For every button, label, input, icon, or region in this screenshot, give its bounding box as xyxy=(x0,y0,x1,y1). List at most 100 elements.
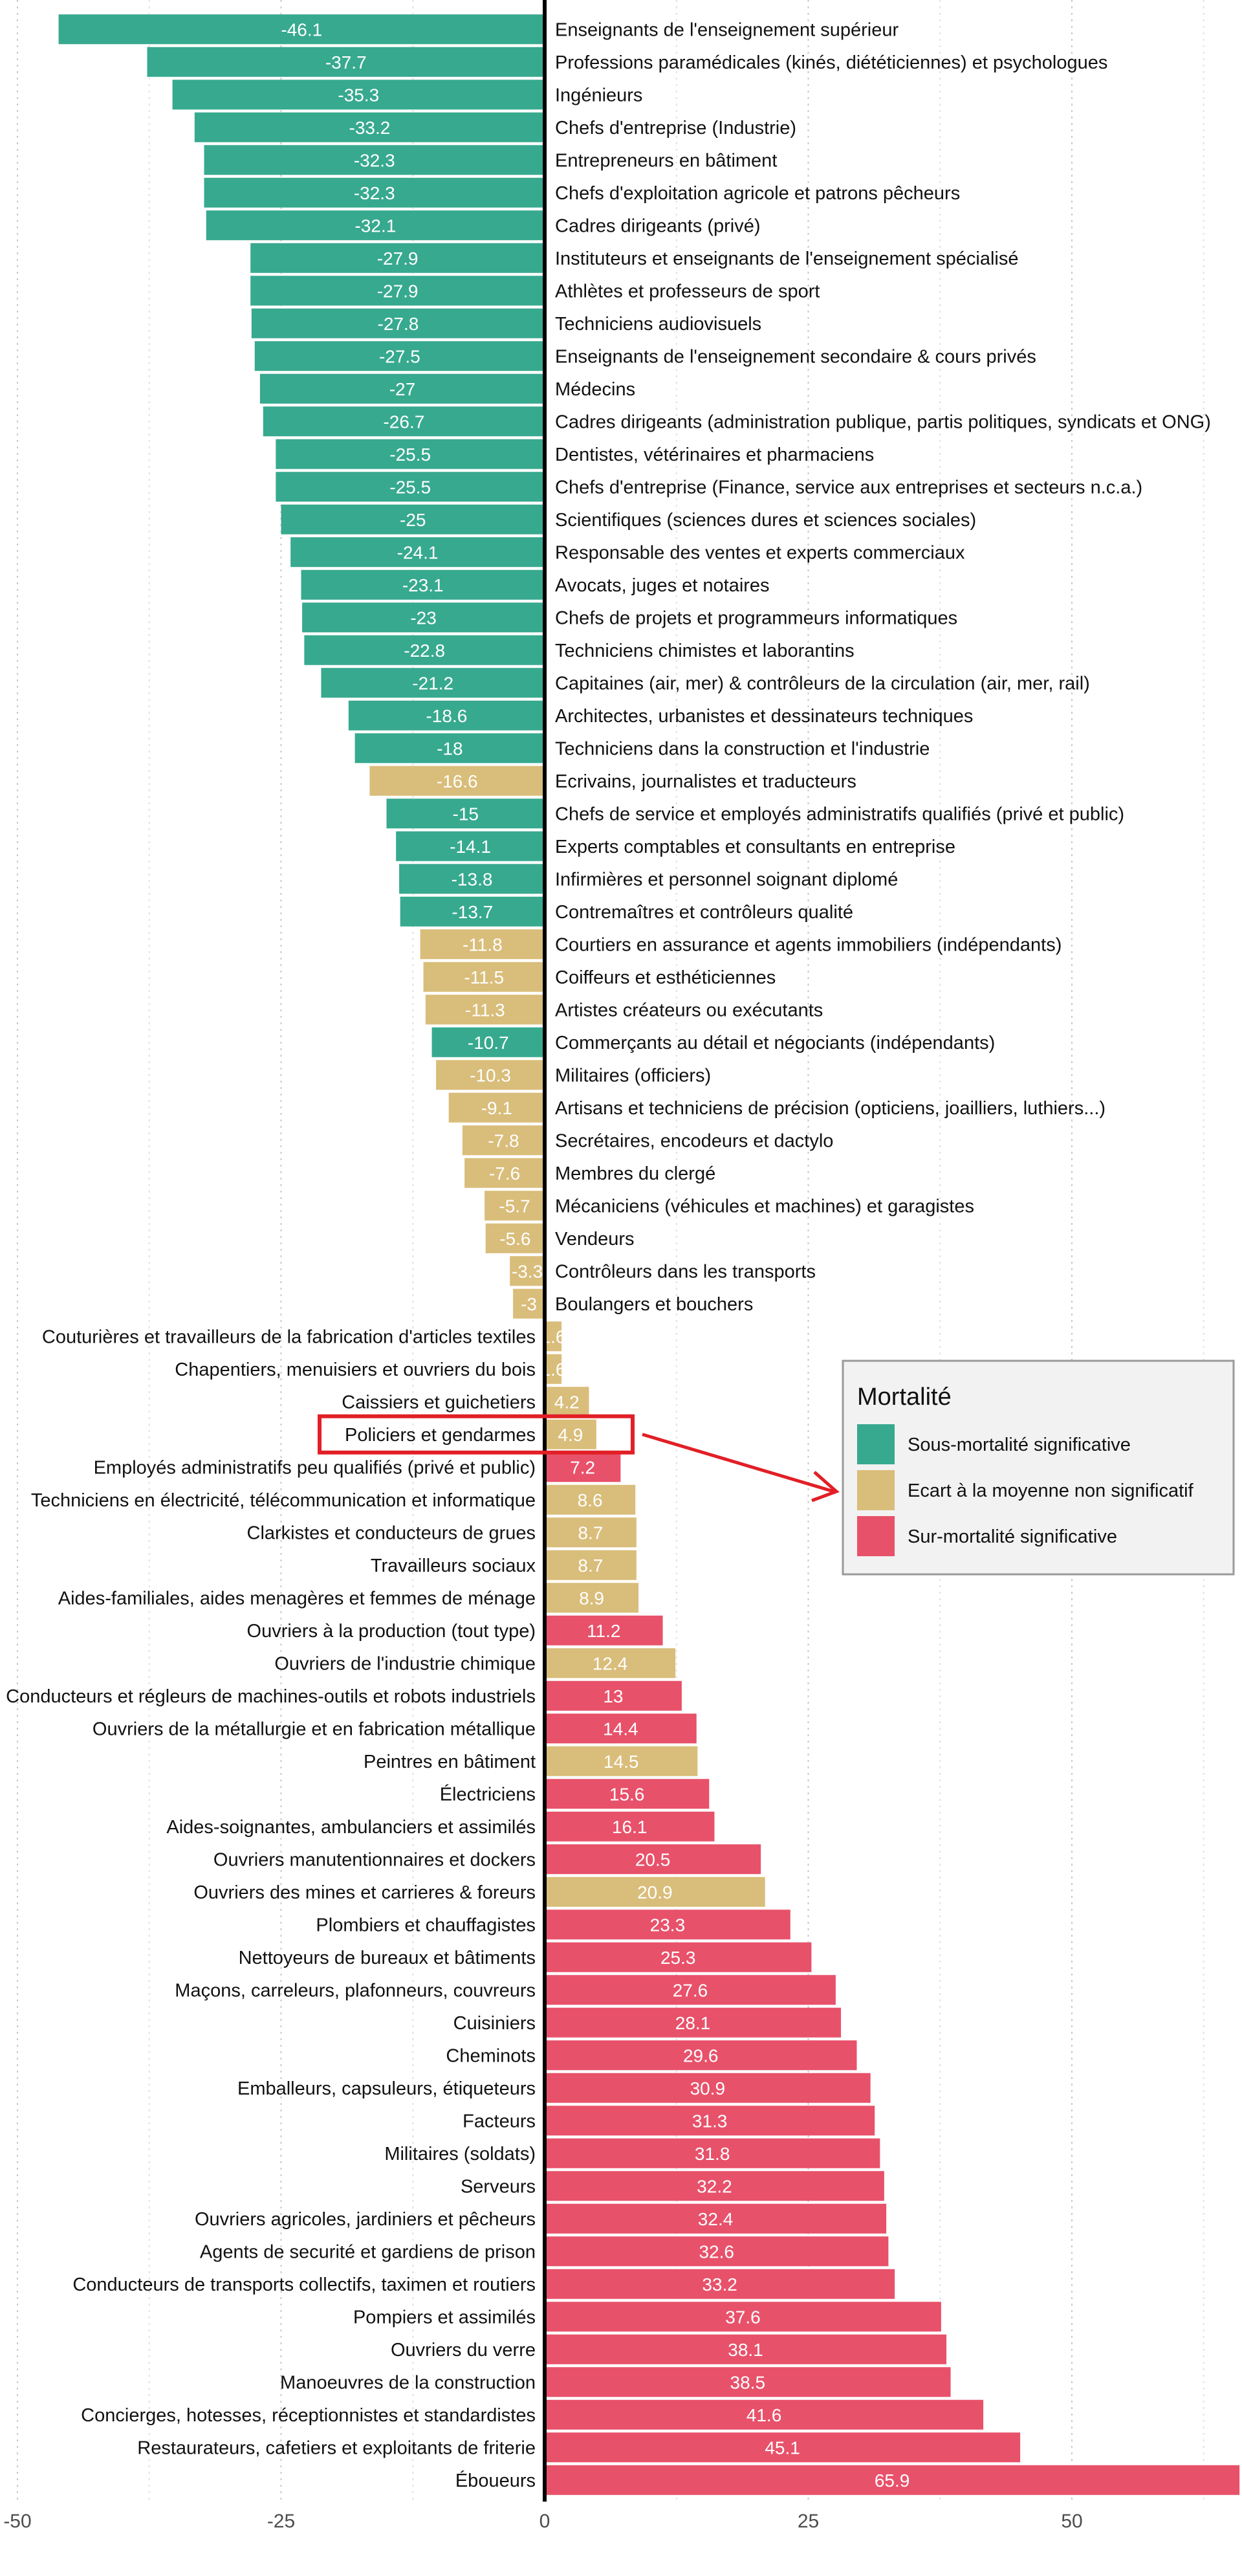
category-label-2: Ingénieurs xyxy=(555,85,642,105)
category-label-10: Enseignants de l'enseignement secondaire… xyxy=(555,346,1036,367)
category-label-31: Commerçants au détail et négociants (ind… xyxy=(555,1033,995,1053)
bar-59 xyxy=(545,1942,812,1972)
category-label-74: Restaurateurs, cafetiers et exploitants … xyxy=(137,2438,536,2458)
category-label-4: Entrepreneurs en bâtiment xyxy=(555,150,777,171)
category-label-6: Cadres dirigeants (privé) xyxy=(555,215,761,236)
value-label-26: -13.8 xyxy=(452,869,493,889)
value-label-64: 31.3 xyxy=(692,2111,728,2131)
legend-swatch-non xyxy=(857,1470,895,1510)
bar-62 xyxy=(545,2040,857,2071)
bar-27 xyxy=(400,896,545,927)
category-label-50: Ouvriers de l'industrie chimique xyxy=(274,1653,536,1674)
category-label-66: Serveurs xyxy=(461,2176,536,2197)
bar-38 xyxy=(510,1256,545,1286)
x-tick-label-1: -25 xyxy=(267,2511,295,2532)
bar-1 xyxy=(147,47,545,77)
category-label-67: Ouvriers agricoles, jardiniers et pêcheu… xyxy=(195,2209,536,2230)
category-label-53: Peintres en bâtiment xyxy=(364,1752,536,1772)
bar-19 xyxy=(304,635,545,665)
value-label-4: -32.3 xyxy=(354,150,395,170)
bar-56 xyxy=(545,1844,761,1875)
category-label-72: Manoeuvres de la construction xyxy=(280,2372,536,2393)
bar-50 xyxy=(545,1648,676,1679)
category-label-17: Avocats, juges et notaires xyxy=(555,575,770,596)
value-label-61: 28.1 xyxy=(675,2013,711,2033)
value-label-68: 32.6 xyxy=(699,2241,734,2262)
bar-14 xyxy=(276,472,545,502)
value-label-5: -32.3 xyxy=(354,183,395,203)
bar-63 xyxy=(545,2073,871,2103)
category-label-13: Dentistes, vétérinaires et pharmaciens xyxy=(555,445,874,465)
value-label-46: 8.7 xyxy=(578,1523,603,1543)
category-label-42: Caissiers et guichetiers xyxy=(342,1392,536,1413)
category-label-12: Cadres dirigeants (administration publiq… xyxy=(555,412,1211,432)
category-label-15: Scientifiques (sciences dures et science… xyxy=(555,510,976,531)
category-label-34: Secrétaires, encodeurs et dactylo xyxy=(555,1130,833,1151)
category-label-47: Travailleurs sociaux xyxy=(371,1556,536,1576)
category-label-9: Techniciens audiovisuels xyxy=(555,314,761,335)
bar-41 xyxy=(545,1354,562,1384)
category-label-65: Militaires (soldats) xyxy=(384,2144,536,2164)
bar-47 xyxy=(545,1550,637,1580)
value-label-29: -11.5 xyxy=(464,967,504,987)
value-label-11: -27 xyxy=(389,379,415,399)
value-label-14: -25.5 xyxy=(389,477,431,497)
bar-20 xyxy=(321,668,545,698)
value-label-57: 20.9 xyxy=(637,1882,673,1902)
value-label-24: -15 xyxy=(453,804,479,824)
value-label-18: -23 xyxy=(410,608,436,628)
bar-22 xyxy=(354,733,545,764)
category-label-5: Chefs d'exploitation agricole et patrons… xyxy=(555,183,960,204)
bar-54 xyxy=(545,1779,710,1809)
value-label-48: 8.9 xyxy=(579,1588,604,1608)
category-label-68: Agents de securité et gardiens de prison xyxy=(200,2241,536,2262)
bar-2 xyxy=(172,80,545,110)
bar-65 xyxy=(545,2138,880,2168)
bar-66 xyxy=(545,2171,884,2201)
bar-69 xyxy=(545,2269,895,2299)
bar-4 xyxy=(204,145,545,175)
bar-26 xyxy=(399,864,545,894)
bar-21 xyxy=(348,700,545,731)
bar-51 xyxy=(545,1680,682,1711)
bar-8 xyxy=(250,276,545,306)
bar-75 xyxy=(545,2465,1240,2495)
category-label-32: Militaires (officiers) xyxy=(555,1065,711,1086)
value-label-23: -16.6 xyxy=(437,771,478,791)
value-label-31: -10.7 xyxy=(468,1033,509,1053)
category-label-11: Médecins xyxy=(555,379,635,400)
value-label-73: 41.6 xyxy=(746,2405,782,2425)
value-label-66: 32.2 xyxy=(697,2176,732,2196)
value-label-60: 27.6 xyxy=(673,1980,708,2000)
value-label-44: 7.2 xyxy=(570,1457,595,1477)
bar-73 xyxy=(545,2399,984,2430)
value-label-58: 23.3 xyxy=(650,1915,686,1935)
bar-23 xyxy=(369,765,545,796)
category-label-28: Courtiers en assurance et agents immobil… xyxy=(555,934,1062,955)
legend-title: Mortalité xyxy=(857,1383,952,1411)
bar-7 xyxy=(250,243,545,273)
legend-label-non: Ecart à la moyenne non significatif xyxy=(908,1481,1194,1501)
bar-55 xyxy=(545,1811,715,1842)
bar-37 xyxy=(485,1223,545,1253)
value-label-21: -18.6 xyxy=(426,706,467,726)
value-label-13: -25.5 xyxy=(389,445,431,465)
value-label-37: -5.6 xyxy=(499,1229,530,1249)
value-label-35: -7.6 xyxy=(489,1163,520,1183)
bar-61 xyxy=(545,2007,842,2038)
value-label-56: 20.5 xyxy=(635,1849,671,1869)
value-labels: -46.1-37.7 -35.3 -33.2 -32.3 -32.3 -32.1 -27.9… xyxy=(281,19,910,2491)
value-label-3: -33.2 xyxy=(349,118,391,138)
bar-18 xyxy=(302,602,545,633)
bar-60 xyxy=(545,1975,836,2005)
value-label-65: 31.8 xyxy=(695,2144,730,2164)
x-tick-label-3: 25 xyxy=(798,2511,819,2532)
value-label-75: 65.9 xyxy=(875,2471,910,2491)
bar-29 xyxy=(423,962,545,992)
category-label-43: Policiers et gendarmes xyxy=(345,1425,536,1446)
bar-35 xyxy=(464,1158,545,1188)
bar-64 xyxy=(545,2106,875,2136)
value-label-0: -46.1 xyxy=(281,19,322,39)
category-label-21: Architectes, urbanistes et dessinateurs … xyxy=(555,706,973,727)
